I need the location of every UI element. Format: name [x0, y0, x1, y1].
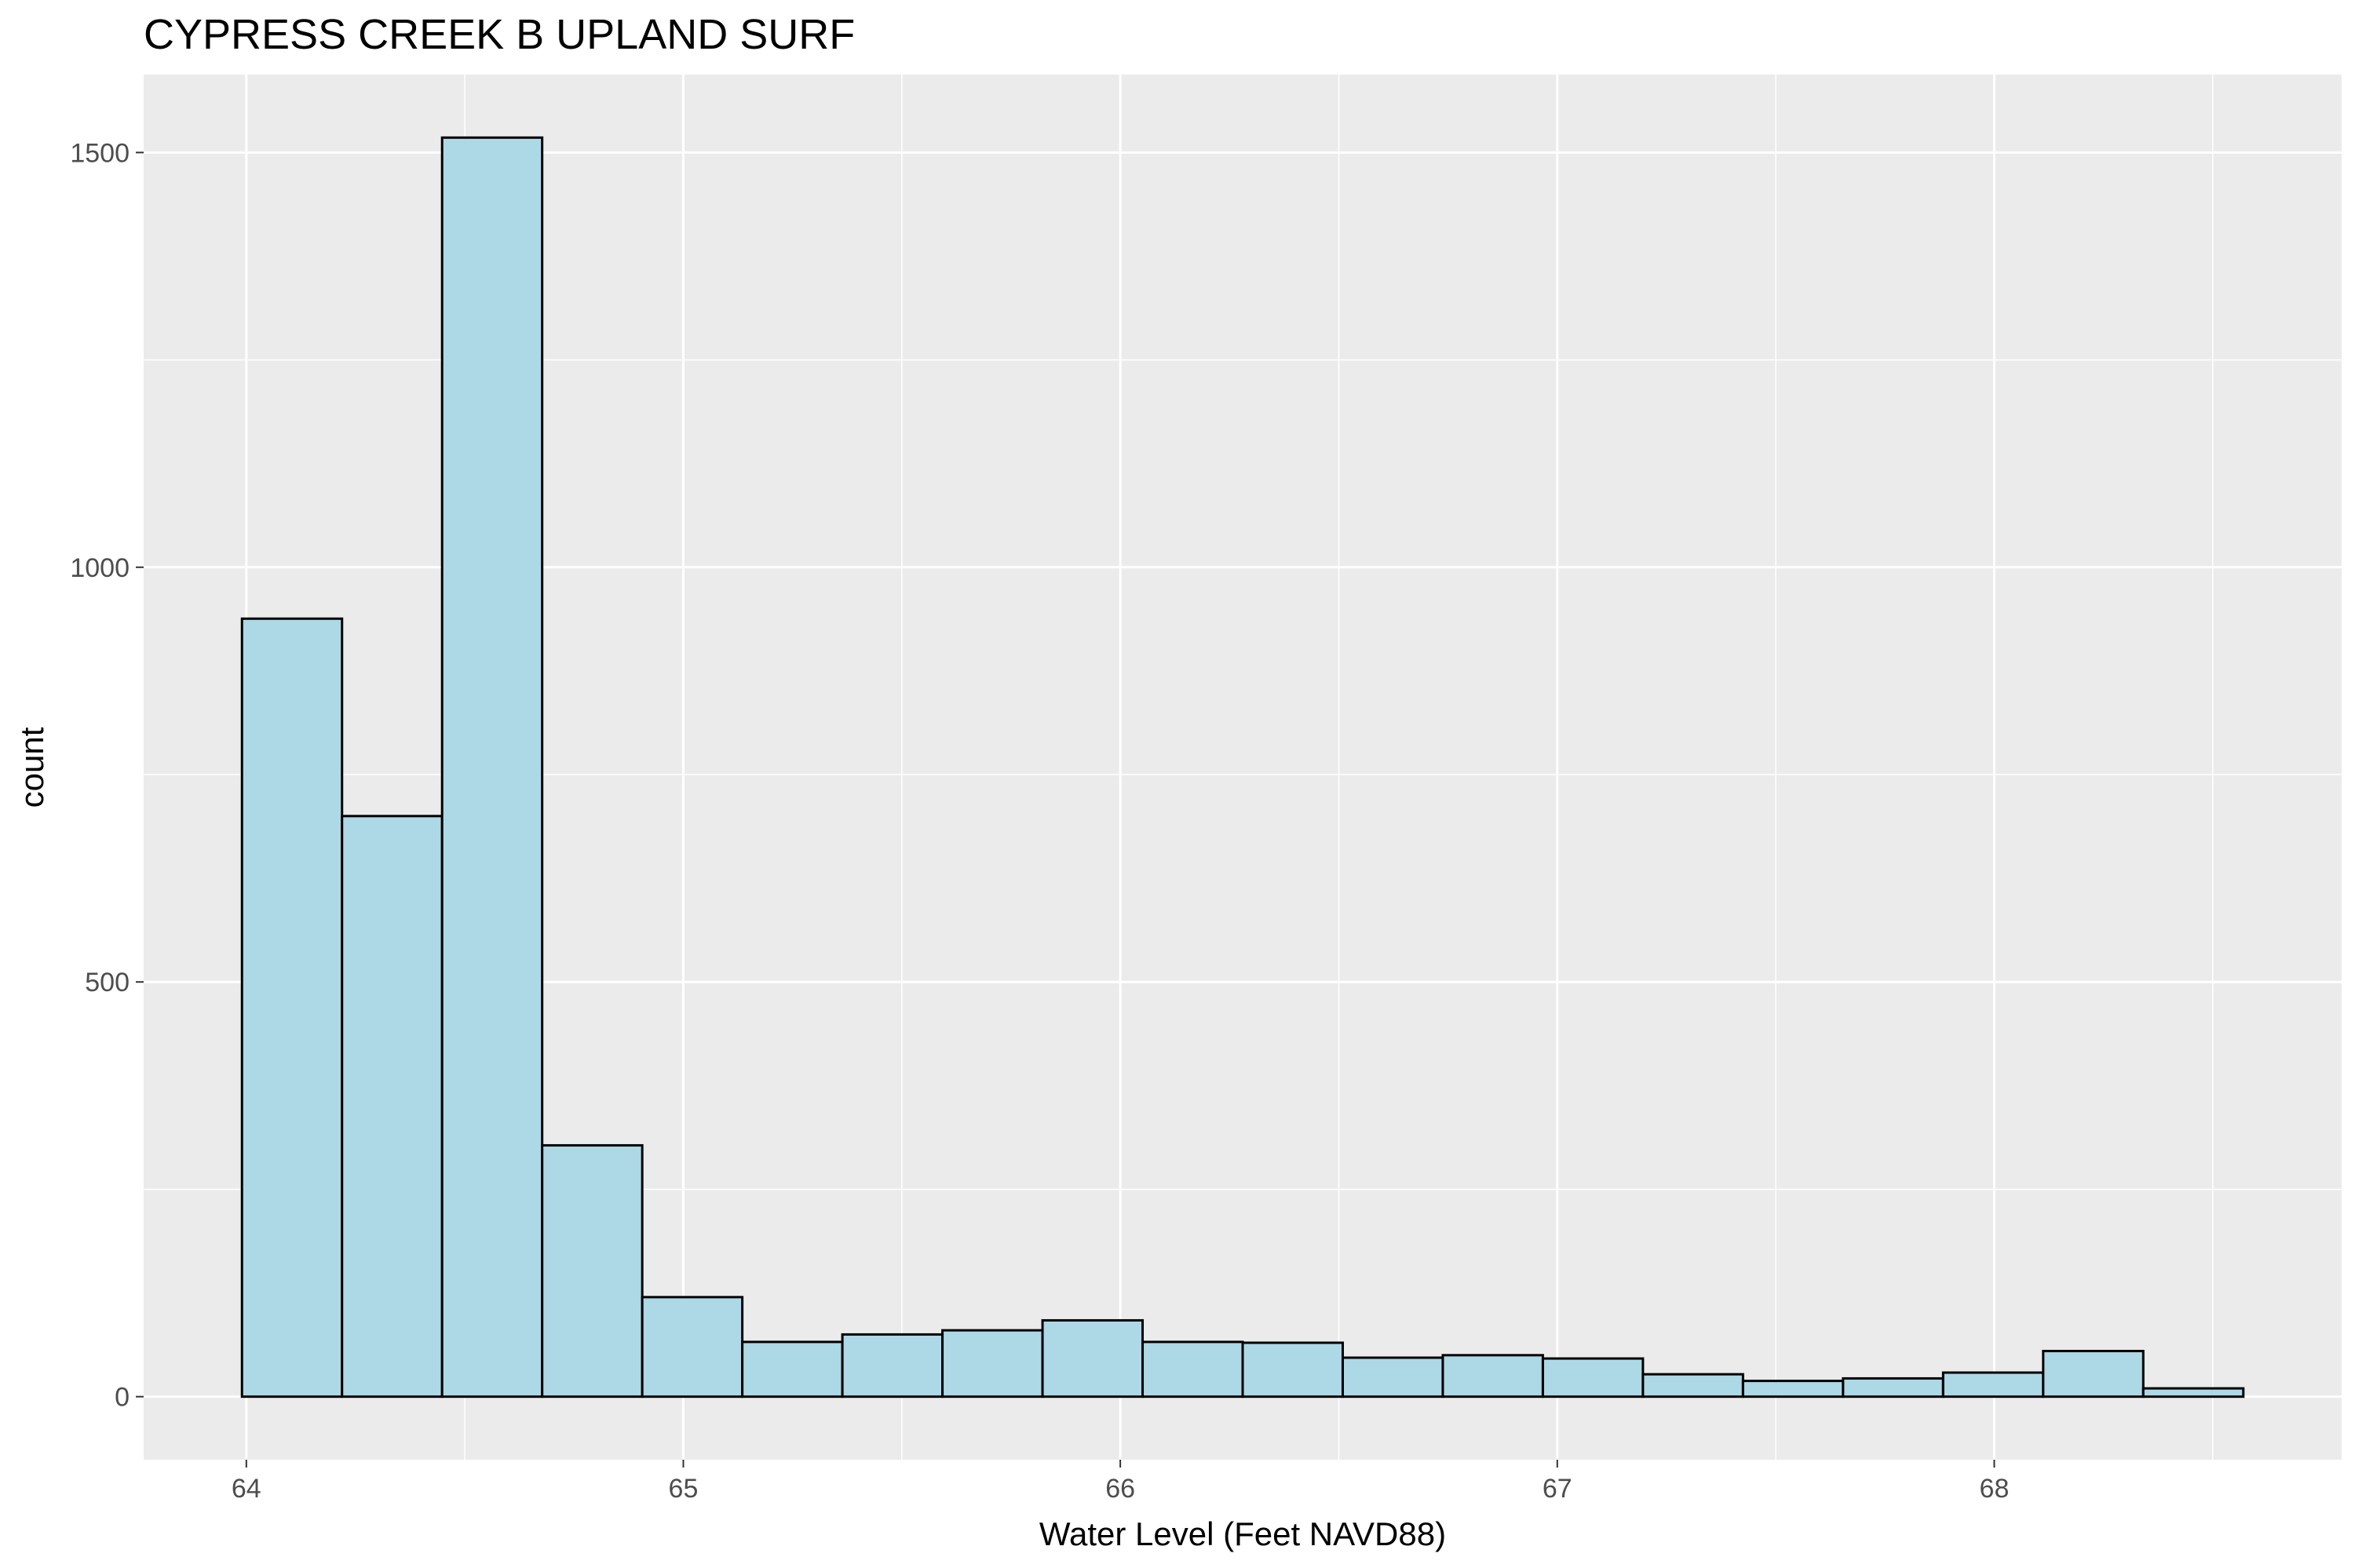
y-axis-ticks: 0 500 1000 1500 — [70, 138, 144, 1413]
histogram-bar — [1141, 1340, 1244, 1398]
x-tick-label: 65 — [669, 1474, 699, 1504]
y-tick-label: 0 — [115, 1383, 130, 1413]
chart-title: CYPRESS CREEK B UPLAND SURF — [144, 11, 855, 58]
y-tick-label: 500 — [85, 968, 130, 997]
x-axis-ticks: 64 65 66 67 68 — [232, 1460, 2009, 1504]
histogram-bar — [2141, 1387, 2245, 1398]
y-tick-label: 1500 — [70, 138, 130, 168]
histogram-bar — [341, 815, 444, 1398]
histogram-bar — [440, 136, 544, 1398]
y-tick-label: 1000 — [70, 553, 130, 583]
histogram-bar — [1241, 1341, 1344, 1398]
histogram-bar — [1741, 1380, 1845, 1398]
y-axis-title: count — [13, 727, 50, 808]
histogram-bar — [841, 1333, 944, 1398]
histogram-bar — [1441, 1354, 1544, 1398]
x-tick-label: 67 — [1543, 1474, 1572, 1504]
histogram-bar — [1541, 1357, 1645, 1398]
x-tick-label: 64 — [232, 1474, 261, 1504]
histogram-bar — [1941, 1371, 2045, 1398]
histogram-bar — [2042, 1350, 2145, 1398]
histogram-bar — [1641, 1373, 1744, 1398]
histogram-bar — [240, 617, 344, 1398]
histogram-bar — [741, 1340, 844, 1398]
histogram-bar — [941, 1329, 1044, 1398]
x-tick-label: 66 — [1105, 1474, 1135, 1504]
histogram-bar — [641, 1296, 744, 1398]
histogram-bar — [541, 1143, 644, 1398]
histogram-bar — [1341, 1356, 1444, 1398]
histogram-bar — [1842, 1377, 1944, 1398]
histogram-bar — [1041, 1318, 1145, 1398]
histogram-bars — [240, 136, 2245, 1398]
x-axis-title: Water Level (Feet NAVD88) — [1039, 1515, 1446, 1552]
x-tick-label: 68 — [1980, 1474, 2010, 1504]
